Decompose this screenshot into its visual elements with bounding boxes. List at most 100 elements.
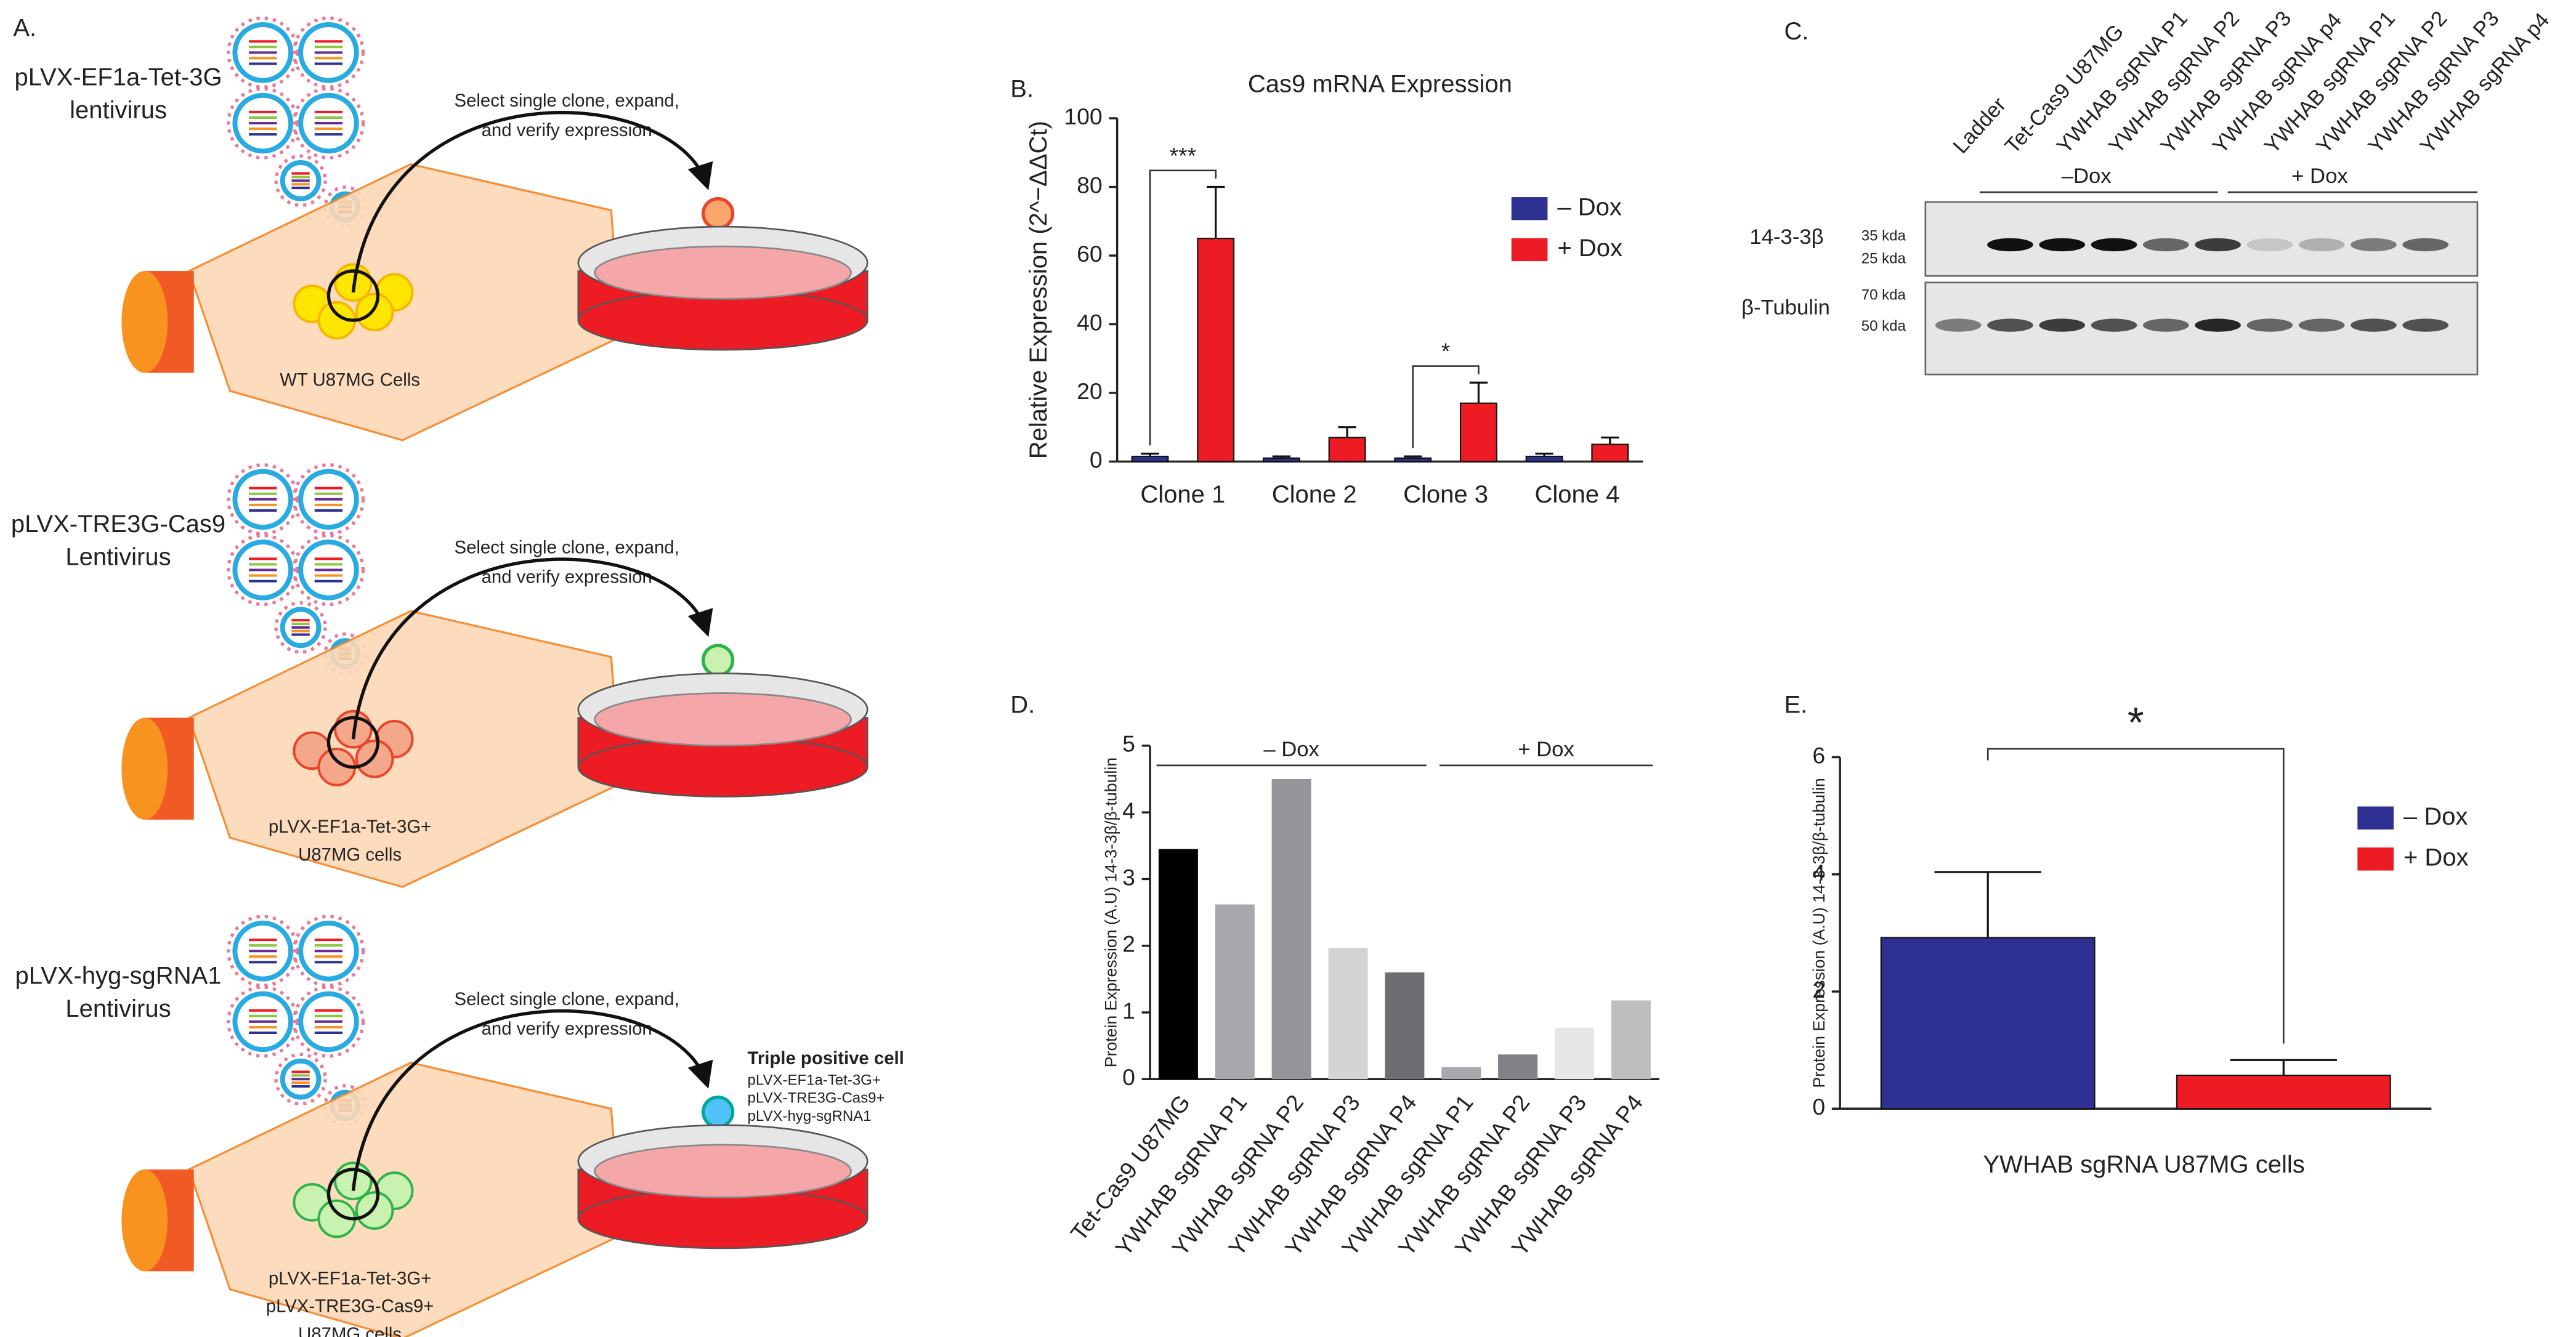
error-bar xyxy=(1404,455,1422,458)
legend-swatch xyxy=(2357,847,2394,871)
y-tick-label: 0 xyxy=(1090,446,1103,472)
bar xyxy=(1554,1027,1594,1080)
blot-band xyxy=(2298,318,2345,332)
blot-band xyxy=(2351,318,2397,332)
step-action: and verify expression xyxy=(482,120,652,140)
y-axis-label: Protein Expression (A.U) 14-3-3β/β-tubul… xyxy=(1810,778,1828,1088)
blot-band xyxy=(1987,318,2033,332)
y-tick-label: 4 xyxy=(1122,798,1135,823)
virus xyxy=(227,915,299,987)
result-line: pLVX-TRE3G-Cas9+ xyxy=(748,1090,885,1107)
y-tick-label: 60 xyxy=(1077,241,1103,267)
cells-label: U87MG cells xyxy=(298,1324,402,1337)
y-tick-label: 2 xyxy=(1122,931,1135,957)
result-line: pLVX-EF1a-Tet-3G+ xyxy=(748,1072,881,1088)
group-label: + Dox xyxy=(1518,738,1574,761)
blot-band xyxy=(2246,238,2293,252)
significance-bracket xyxy=(1412,365,1480,448)
error-bar xyxy=(1934,871,2041,938)
virus xyxy=(227,87,299,160)
result-cell xyxy=(701,197,735,230)
y-tick-label: 40 xyxy=(1077,309,1103,335)
vector-name: pLVX-hyg-sgRNA1 xyxy=(15,962,222,989)
arrow xyxy=(351,1009,713,1191)
error-bar xyxy=(1469,381,1488,403)
y-tick-label: 20 xyxy=(1077,378,1103,404)
x-tick-label: Clone 4 xyxy=(1534,481,1619,508)
group-label: – Dox xyxy=(1263,738,1319,761)
bar xyxy=(1197,238,1235,462)
bar xyxy=(1441,1067,1481,1080)
virus xyxy=(274,1052,327,1105)
virus xyxy=(292,985,365,1058)
flask-cap xyxy=(121,271,168,373)
vector-name: lentivirus xyxy=(70,97,167,124)
y-tick-label: 100 xyxy=(1064,103,1102,129)
virus xyxy=(274,154,327,208)
step-action: Select single clone, expand, xyxy=(455,538,679,558)
result-cell xyxy=(701,1095,735,1129)
cell xyxy=(355,1191,394,1230)
virus xyxy=(292,16,365,89)
bar xyxy=(1215,904,1255,1080)
cells-label: pLVX-EF1a-Tet-3G+ xyxy=(269,817,431,837)
error-bar xyxy=(1272,455,1291,458)
y-tick-label: 6 xyxy=(1812,742,1825,768)
blot-band xyxy=(2142,318,2189,332)
error-bar xyxy=(1141,453,1159,457)
bar xyxy=(1498,1054,1538,1080)
step-action: Select single clone, expand, xyxy=(455,989,679,1009)
x-tick-label: Clone 3 xyxy=(1403,481,1488,508)
selected-cell xyxy=(326,716,380,769)
virus xyxy=(292,463,365,536)
x-axis-label: YWHAB sgRNA U87MG cells xyxy=(1983,1151,2304,1178)
error-bar xyxy=(1601,436,1619,445)
x-tick-label: Clone 2 xyxy=(1272,481,1357,508)
row-label: β-Tubulin xyxy=(1741,296,1830,320)
flask-cap xyxy=(121,717,168,820)
bar xyxy=(1328,437,1366,462)
result-cell xyxy=(701,644,735,677)
group-label: + Dox xyxy=(2291,164,2348,188)
cells-label: pLVX-TRE3G-Cas9+ xyxy=(266,1296,434,1317)
significance-label: * xyxy=(1441,338,1451,364)
blot-band xyxy=(2246,318,2293,332)
significance-bracket xyxy=(1149,169,1217,446)
blot-band xyxy=(2195,318,2241,332)
vector-name: pLVX-EF1a-Tet-3G xyxy=(14,64,222,91)
error-bar xyxy=(1206,185,1225,239)
dish-inner xyxy=(594,1144,852,1198)
bar xyxy=(1880,937,2096,1110)
vector-name: Lentivirus xyxy=(65,995,171,1022)
significance-label: * xyxy=(2128,698,2144,746)
virus xyxy=(292,87,365,160)
y-axis-label: Relative Expression (2^−ΔΔCt) xyxy=(1025,121,1052,459)
bar xyxy=(1328,947,1368,1080)
virus xyxy=(227,533,299,607)
blot-band xyxy=(2142,238,2189,252)
dish-inner xyxy=(594,692,852,747)
bar xyxy=(1611,1000,1651,1080)
legend-swatch xyxy=(1511,197,1548,220)
arrow xyxy=(351,111,713,293)
virus xyxy=(227,16,299,89)
blot-band xyxy=(1987,238,2033,252)
y-tick-label: 2 xyxy=(1812,977,1825,1003)
blot-band xyxy=(2039,318,2086,332)
step-action: and verify expression xyxy=(482,567,652,588)
virus xyxy=(227,985,299,1058)
legend-swatch xyxy=(2357,806,2394,830)
significance-label: *** xyxy=(1170,142,1197,168)
panel-label: D. xyxy=(1010,691,1035,718)
bar xyxy=(1385,972,1425,1080)
row-label: 14-3-3β xyxy=(1749,225,1823,249)
marker-label: 70 kda xyxy=(1861,286,1906,303)
step-action: Select single clone, expand, xyxy=(455,91,679,111)
y-tick-label: 5 xyxy=(1122,731,1135,757)
y-tick-label: 0 xyxy=(1812,1094,1825,1120)
vector-name: pLVX-TRE3G-Cas9 xyxy=(11,511,225,538)
cell xyxy=(355,739,394,778)
lane-label: Ladder xyxy=(1949,93,2011,158)
cells-label: U87MG cells xyxy=(298,844,402,865)
